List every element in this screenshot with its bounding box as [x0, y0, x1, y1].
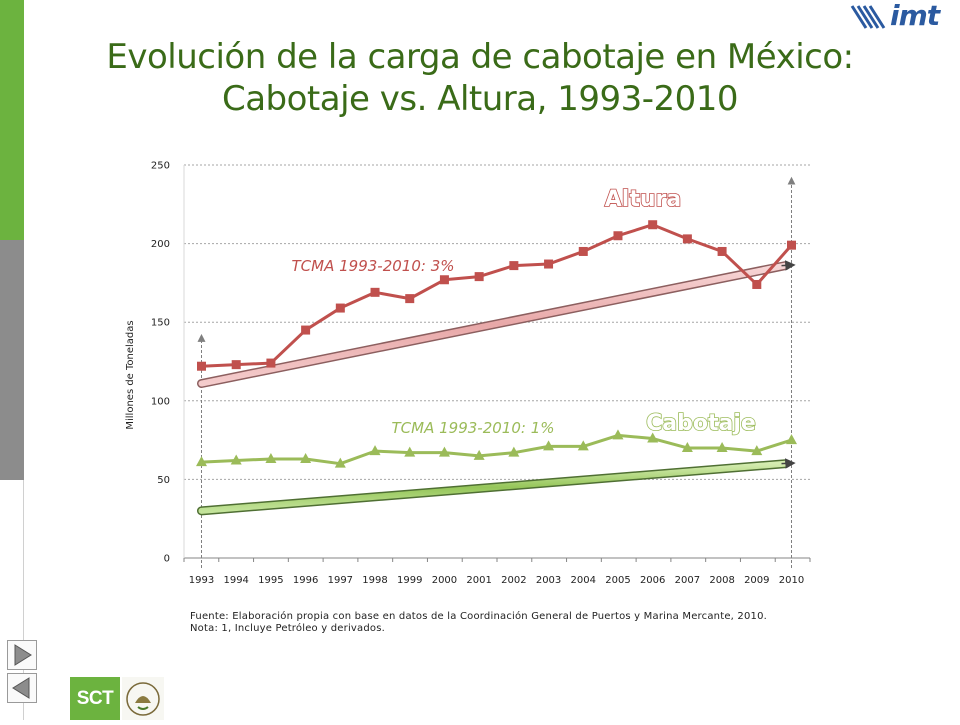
trend-arrow-altura-body [198, 262, 789, 387]
data-point-altura [648, 220, 658, 230]
data-point-altura [509, 261, 519, 271]
data-point-cabotaje [716, 441, 728, 452]
data-point-cabotaje [751, 445, 763, 456]
x-tick-label: 1994 [223, 575, 248, 586]
side-bar-accent [0, 0, 24, 240]
previous-slide-icon [12, 677, 30, 699]
x-tick-label: 2008 [709, 575, 734, 586]
slide-title: Evolución de la carga de cabotaje en Méx… [60, 36, 900, 120]
slide-title-line-2: Cabotaje vs. Altura, 1993-2010 [221, 79, 739, 119]
national-seal-icon [126, 682, 160, 716]
data-point-altura [682, 234, 692, 244]
x-tick-label: 1997 [328, 575, 353, 586]
footnote-note: Nota: 1, Incluye Petróleo y derivados. [190, 623, 386, 634]
data-point-cabotaje [300, 452, 312, 463]
data-point-altura [335, 303, 345, 313]
next-slide-button[interactable] [7, 640, 37, 670]
x-tick-label: 1998 [362, 575, 387, 586]
y-axis-label: Millones de Toneladas [125, 320, 136, 429]
trend-arrow-cabotaje-body [198, 460, 789, 514]
x-tick-label: 2002 [501, 575, 526, 586]
data-point-cabotaje [230, 454, 242, 465]
data-point-cabotaje [404, 446, 416, 457]
data-point-cabotaje [265, 452, 277, 463]
trend-arrow-cabotaje-head [781, 458, 796, 469]
data-point-altura [231, 360, 241, 370]
x-tick-label: 1999 [397, 575, 422, 586]
x-tick-label: 2005 [605, 575, 630, 586]
data-point-cabotaje [647, 432, 659, 443]
series-label-cabotaje: Cabotaje [646, 411, 756, 436]
data-point-altura [787, 240, 796, 250]
trend-annotation-altura: TCMA 1993-2010: 3% [292, 257, 455, 275]
data-point-altura [266, 358, 276, 368]
x-tick-label: 1996 [293, 575, 318, 586]
x-tick-label: 2003 [536, 575, 561, 586]
y-tick-label: 0 [164, 554, 170, 565]
footnotes: Fuente: Elaboración propia con base en d… [190, 611, 890, 635]
data-point-cabotaje [369, 445, 381, 456]
trend-arrow-altura-head [781, 260, 796, 271]
next-slide-icon [14, 644, 32, 666]
data-point-cabotaje [196, 456, 207, 467]
data-point-altura [752, 279, 762, 289]
x-tick-label: 2009 [744, 575, 769, 586]
data-point-altura [717, 246, 727, 256]
x-tick-label: 1995 [258, 575, 283, 586]
data-point-cabotaje [508, 446, 520, 457]
imt-logo-text: imt [890, 0, 940, 32]
trend-arrow-altura [197, 260, 796, 389]
trend-annotation-cabotaje: TCMA 1993-2010: 1% [392, 419, 555, 437]
series-line-altura [201, 223, 793, 368]
imt-logo-swoosh-icon [850, 5, 886, 29]
x-tick-label: 2007 [675, 575, 700, 586]
y-tick-label: 100 [151, 396, 170, 407]
data-point-altura [544, 259, 554, 269]
data-point-altura [405, 294, 415, 304]
data-point-cabotaje [577, 440, 589, 451]
data-point-altura [474, 272, 484, 282]
national-seal [122, 677, 164, 720]
data-point-altura [613, 231, 623, 241]
slide-title-line-1: Evolución de la carga de cabotaje en Méx… [106, 37, 854, 77]
sct-logo: SCT [70, 677, 120, 720]
data-point-altura [197, 361, 206, 371]
y-tick-label: 250 [151, 161, 170, 172]
data-point-cabotaje [681, 441, 693, 452]
x-tick-label: 2004 [571, 575, 596, 586]
imt-logo: imt [850, 0, 940, 34]
y-tick-label: 150 [151, 318, 170, 329]
data-point-altura [370, 287, 380, 297]
data-point-altura [301, 325, 311, 335]
data-point-altura [439, 275, 449, 285]
series-line-cabotaje [201, 433, 792, 466]
data-point-cabotaje [612, 429, 624, 440]
side-bar-gray [0, 240, 24, 480]
data-point-cabotaje [786, 434, 797, 445]
data-point-cabotaje [438, 446, 450, 457]
trend-arrow-cabotaje [197, 458, 796, 516]
y-tick-label: 50 [157, 475, 170, 486]
x-tick-label: 2000 [432, 575, 457, 586]
y-tick-label: 200 [151, 239, 170, 250]
previous-slide-button[interactable] [7, 673, 37, 703]
data-point-cabotaje [473, 449, 485, 460]
data-point-cabotaje [543, 440, 555, 451]
data-point-altura [578, 246, 588, 256]
series-label-altura: Altura [605, 187, 681, 212]
x-tick-label: 2006 [640, 575, 665, 586]
data-point-cabotaje [334, 457, 346, 468]
x-tick-label: 1993 [189, 575, 214, 586]
x-tick-label: 2001 [466, 575, 491, 586]
x-tick-label: 2010 [779, 575, 804, 586]
footnote-source: Fuente: Elaboración propia con base en d… [190, 611, 768, 622]
